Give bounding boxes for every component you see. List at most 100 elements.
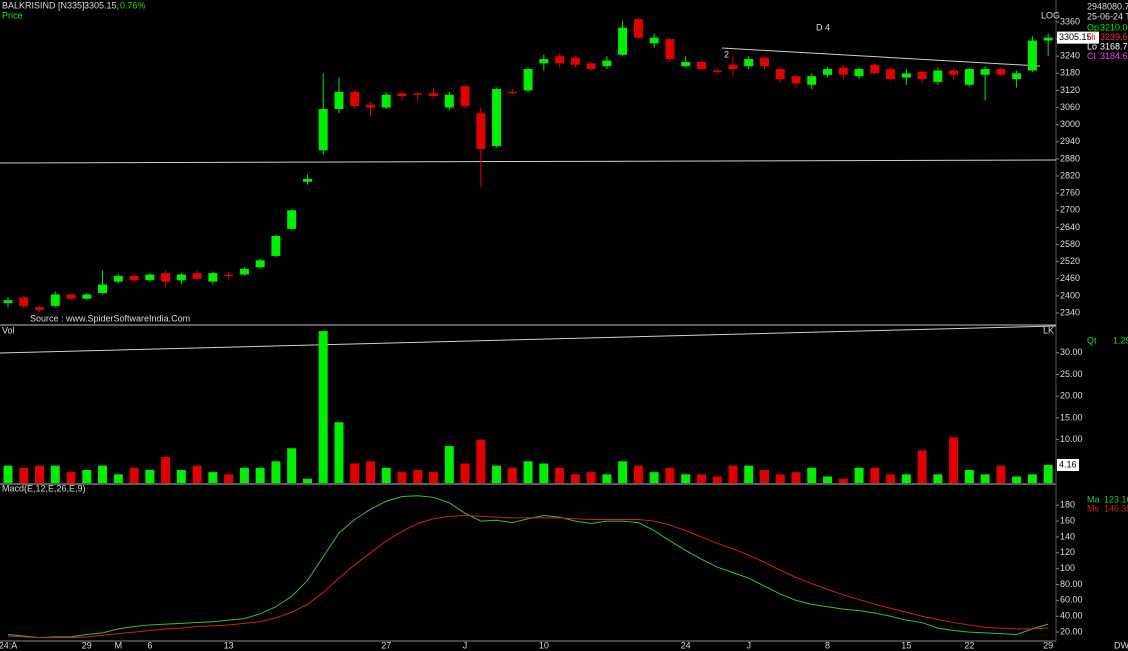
x-tick-label: 22 — [964, 640, 974, 650]
macd-line — [7, 495, 1049, 639]
volume-bar — [413, 469, 423, 483]
candle-body — [1043, 37, 1053, 41]
volume-bar — [791, 472, 801, 483]
volume-bar — [224, 474, 234, 483]
volume-bar — [507, 467, 517, 483]
candle-body — [681, 61, 691, 67]
volume-bar — [886, 474, 896, 483]
x-tick-label: 15 — [901, 640, 911, 650]
candle-body — [570, 57, 580, 65]
y-tick-label: 2820 — [1060, 170, 1080, 180]
candle-body — [145, 274, 155, 281]
volume-bar — [145, 469, 155, 483]
volume-bar — [334, 422, 344, 483]
y-tick-label: 2340 — [1060, 307, 1080, 317]
volume-bar — [681, 474, 691, 483]
candle-body — [476, 113, 486, 149]
candle-body — [381, 94, 391, 108]
change-pct: 0.76% — [120, 0, 146, 10]
candle-body — [586, 63, 596, 70]
candle-body — [633, 19, 643, 38]
volume-bar — [492, 465, 502, 483]
volume-bar — [618, 461, 628, 483]
candle-body — [949, 70, 959, 75]
annotation: D 4 — [816, 22, 830, 32]
candle-body — [665, 39, 675, 60]
panel-label: Macd(E,12,E,26,E,9) — [2, 483, 86, 493]
last-price: 3305.15, — [84, 0, 119, 10]
candle-body — [1012, 73, 1022, 80]
candle-body — [302, 178, 312, 182]
volume-bar — [35, 465, 45, 483]
volume-bar — [397, 472, 407, 483]
readout-label: Cl — [1087, 51, 1096, 61]
candle-body — [176, 274, 186, 281]
y-tick-label: 2940 — [1060, 136, 1080, 146]
candle-body — [901, 73, 911, 78]
candle-body — [807, 76, 817, 85]
candle-body — [429, 93, 439, 97]
candle-body — [192, 273, 202, 279]
volume-bar — [949, 437, 959, 483]
readout-value: 3184.65 — [1100, 51, 1128, 61]
volume-bar — [255, 467, 265, 483]
legend-name: Ma — [1087, 494, 1100, 504]
corner-label: LK — [1043, 325, 1054, 335]
readout-label: Hi — [1087, 32, 1096, 42]
candle-body — [318, 108, 328, 151]
volume-bar — [807, 467, 817, 483]
qt-value: 1.29 — [1113, 335, 1128, 345]
info-volume: 2948080.75 — [1087, 1, 1128, 11]
candle-body — [696, 61, 706, 70]
y-tick-label: 25.00 — [1060, 369, 1083, 379]
volume-bar — [775, 474, 785, 483]
candle-body — [255, 260, 265, 268]
volume-bar — [570, 474, 580, 483]
volume-bar — [365, 461, 375, 483]
volume-bar — [744, 465, 754, 483]
volume-bar — [854, 467, 864, 483]
candle-body — [539, 59, 549, 64]
x-tick-label: 24:A — [0, 640, 17, 650]
y-tick-label: 60.00 — [1060, 595, 1083, 605]
candle-body — [507, 91, 517, 94]
y-tick-label: 2520 — [1060, 256, 1080, 266]
x-tick-label: 29 — [1043, 640, 1053, 650]
volume-bar — [350, 463, 360, 483]
candle-body — [334, 91, 344, 109]
candle-body — [744, 59, 754, 67]
candle-body — [287, 210, 297, 229]
volume-bar — [759, 469, 769, 483]
candle-body — [823, 69, 833, 75]
scale-label: LOG — [1041, 10, 1060, 20]
readout-value: 3210.00 — [1100, 22, 1128, 32]
volume-bar — [271, 461, 281, 483]
trendline — [0, 159, 1057, 164]
candle-body — [460, 86, 470, 107]
panel-label: Vol — [2, 325, 15, 335]
volume-bar — [192, 465, 202, 483]
candle-body — [350, 91, 360, 107]
volume-bar — [1043, 464, 1053, 483]
candle-body — [66, 294, 76, 299]
x-tick-label: 27 — [381, 640, 391, 650]
info-date: 25-06-24 Tu — [1087, 11, 1128, 21]
volume-bar — [712, 476, 722, 483]
volume-bar — [50, 465, 60, 483]
candle-body — [365, 104, 375, 108]
volume-bar — [19, 467, 29, 483]
price-marker — [1057, 31, 1099, 44]
volume-bar — [176, 469, 186, 483]
volume-bar — [429, 472, 439, 483]
candle-body — [224, 274, 234, 276]
volume-bar — [476, 439, 486, 483]
y-tick-label: 40.00 — [1060, 611, 1083, 621]
y-tick-label: 20.00 — [1060, 626, 1083, 636]
candle-body — [870, 64, 880, 74]
y-tick-label: 120 — [1060, 547, 1075, 557]
y-tick-label: 3360 — [1060, 16, 1080, 26]
candle-body — [728, 64, 738, 70]
candle-body — [712, 70, 722, 72]
y-tick-label: 2460 — [1060, 273, 1080, 283]
